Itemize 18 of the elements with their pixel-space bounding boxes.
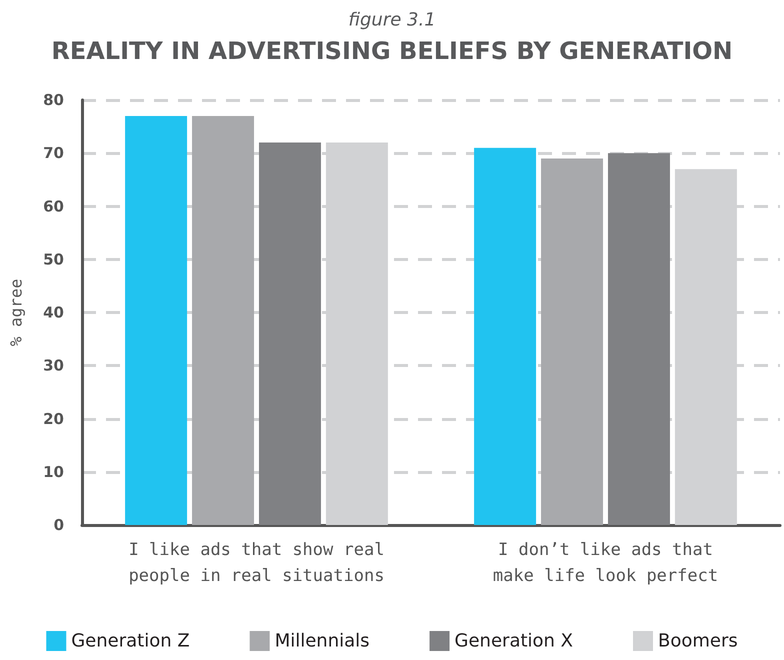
y-tick-label: 30 [43, 356, 64, 375]
y-tick-label: 20 [43, 410, 64, 428]
y-tick-label: 40 [43, 304, 64, 322]
chart-subtitle: figure 3.1 [348, 10, 436, 30]
legend-label: Boomers [658, 630, 738, 652]
y-axis-title: % agree [6, 278, 26, 346]
y-tick-label: 60 [43, 197, 64, 216]
x-tick-label: I like ads that show real people in real situations [128, 540, 384, 586]
legend-label: Generation X [454, 630, 574, 652]
x-tick-label: I don’t like ads that make life look perfect [492, 540, 718, 586]
y-tick-label: 10 [43, 462, 64, 481]
y-tick-label: 70 [43, 144, 64, 162]
legend-label: Millennials [274, 630, 370, 652]
y-tick-label: 80 [43, 91, 64, 109]
legend-label: Generation Z [71, 630, 190, 652]
y-tick-label: 50 [43, 250, 64, 268]
chart-title: REALITY IN ADVERTISING BELIEFS BY GENERATION [51, 37, 733, 65]
y-tick-label: 0 [54, 516, 64, 534]
